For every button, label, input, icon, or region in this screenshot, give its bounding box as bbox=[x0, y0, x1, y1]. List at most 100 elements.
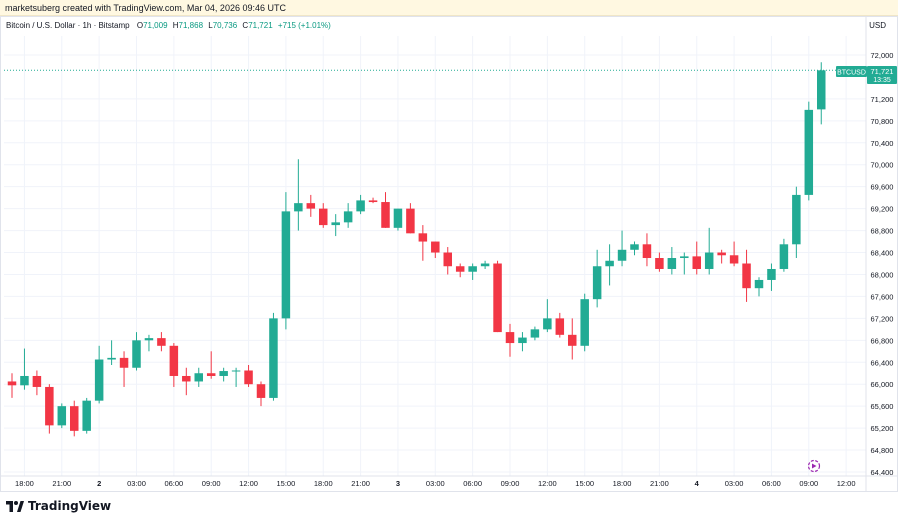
candle[interactable] bbox=[530, 326, 540, 341]
candle[interactable] bbox=[543, 299, 552, 333]
candle[interactable] bbox=[605, 244, 614, 286]
candle-body bbox=[555, 318, 565, 335]
last-price-tag: BTCUSD 71,721 13:35 bbox=[836, 66, 897, 84]
candle[interactable] bbox=[468, 263, 477, 280]
candle[interactable] bbox=[455, 263, 465, 278]
candle[interactable] bbox=[480, 260, 490, 269]
candle[interactable] bbox=[70, 400, 79, 437]
candle[interactable] bbox=[393, 208, 403, 231]
candle-body bbox=[592, 266, 602, 300]
symbol-description[interactable]: Bitcoin / U.S. Dollar · 1h · Bitstamp bbox=[6, 21, 130, 30]
candle[interactable] bbox=[792, 186, 801, 259]
currency-label[interactable]: USD bbox=[869, 21, 886, 30]
footer-brand[interactable]: TradingView bbox=[6, 497, 111, 515]
candle[interactable] bbox=[94, 345, 104, 404]
candle[interactable] bbox=[817, 62, 826, 125]
candle[interactable] bbox=[144, 334, 154, 352]
candle[interactable] bbox=[742, 249, 751, 302]
candle[interactable] bbox=[630, 241, 639, 256]
high-label: H bbox=[172, 21, 179, 30]
price-tag-value: 71,721 bbox=[871, 67, 894, 76]
candle[interactable] bbox=[418, 225, 428, 261]
candle[interactable] bbox=[617, 230, 627, 267]
candle[interactable] bbox=[680, 252, 689, 275]
candle-body bbox=[70, 406, 79, 431]
candle-body bbox=[194, 373, 203, 382]
candle[interactable] bbox=[580, 293, 589, 352]
y-tick-label: 69,200 bbox=[871, 205, 894, 214]
price-axis[interactable]: 72,000 71,200 70,800 70,400 70,000 69,600 69,2… bbox=[865, 16, 894, 492]
candle[interactable] bbox=[704, 227, 714, 275]
candle[interactable] bbox=[57, 403, 67, 429]
candle[interactable] bbox=[132, 332, 141, 371]
candle-body bbox=[7, 381, 17, 386]
y-tick-label: 69,600 bbox=[871, 183, 894, 192]
candle-body bbox=[530, 329, 540, 338]
candle[interactable] bbox=[667, 247, 677, 275]
candle[interactable] bbox=[45, 384, 54, 434]
candle[interactable] bbox=[443, 247, 453, 275]
x-tick-label: 21:00 bbox=[650, 479, 669, 488]
candle-body bbox=[655, 258, 664, 269]
candle-body bbox=[692, 256, 701, 269]
candle[interactable] bbox=[182, 367, 191, 396]
candle[interactable] bbox=[157, 332, 166, 352]
x-tick-label: 18:00 bbox=[613, 479, 632, 488]
x-tick-label: 21:00 bbox=[52, 479, 71, 488]
candle[interactable] bbox=[692, 241, 702, 275]
candle[interactable] bbox=[7, 373, 17, 398]
candle[interactable] bbox=[231, 367, 241, 387]
candle[interactable] bbox=[406, 203, 415, 234]
candle[interactable] bbox=[804, 101, 814, 201]
candle[interactable] bbox=[219, 367, 228, 382]
candle[interactable] bbox=[306, 194, 316, 217]
candle[interactable] bbox=[319, 203, 328, 228]
candle[interactable] bbox=[32, 370, 42, 396]
candle[interactable] bbox=[568, 318, 577, 360]
candle[interactable] bbox=[269, 312, 278, 401]
candle[interactable] bbox=[244, 365, 253, 387]
candle[interactable] bbox=[381, 192, 390, 228]
candle[interactable] bbox=[169, 343, 179, 387]
replay-icon[interactable] bbox=[807, 459, 821, 473]
candle[interactable] bbox=[729, 241, 739, 267]
candle-body bbox=[804, 109, 814, 195]
candle[interactable] bbox=[518, 332, 527, 352]
x-tick-label: 2 bbox=[97, 479, 101, 488]
x-tick-label: 15:00 bbox=[575, 479, 594, 488]
candle[interactable] bbox=[331, 214, 340, 237]
candle[interactable] bbox=[754, 277, 764, 297]
candle[interactable] bbox=[356, 194, 365, 215]
candle[interactable] bbox=[493, 260, 502, 333]
candle[interactable] bbox=[767, 263, 776, 291]
candle[interactable] bbox=[779, 238, 789, 272]
candle[interactable] bbox=[119, 351, 129, 387]
y-tick-label: 66,400 bbox=[871, 358, 894, 367]
candle-body bbox=[742, 263, 751, 289]
candle[interactable] bbox=[592, 249, 602, 308]
time-axis[interactable]: 18:00 21:00 2 03:00 06:00 09:00 12:00 15:00 18:0… bbox=[0, 475, 898, 488]
candle-body bbox=[418, 233, 428, 242]
candle[interactable] bbox=[194, 367, 204, 387]
candle[interactable] bbox=[107, 340, 116, 366]
candle-body bbox=[144, 338, 154, 341]
candle[interactable] bbox=[256, 381, 266, 407]
candle[interactable] bbox=[294, 159, 303, 231]
candle-body bbox=[704, 252, 714, 269]
symbol-tag-bg bbox=[836, 66, 867, 77]
candle[interactable] bbox=[82, 397, 91, 434]
candle[interactable] bbox=[368, 197, 378, 204]
candle[interactable] bbox=[343, 203, 353, 228]
candle-body bbox=[107, 357, 116, 360]
candle[interactable] bbox=[505, 323, 515, 357]
candle[interactable] bbox=[281, 192, 291, 330]
candle[interactable] bbox=[431, 241, 440, 259]
candle[interactable] bbox=[717, 249, 726, 264]
candle[interactable] bbox=[655, 252, 664, 272]
candle[interactable] bbox=[642, 233, 652, 267]
candle-body bbox=[617, 249, 627, 261]
candle[interactable] bbox=[555, 312, 565, 338]
candle[interactable] bbox=[20, 348, 29, 390]
candle[interactable] bbox=[206, 351, 216, 379]
